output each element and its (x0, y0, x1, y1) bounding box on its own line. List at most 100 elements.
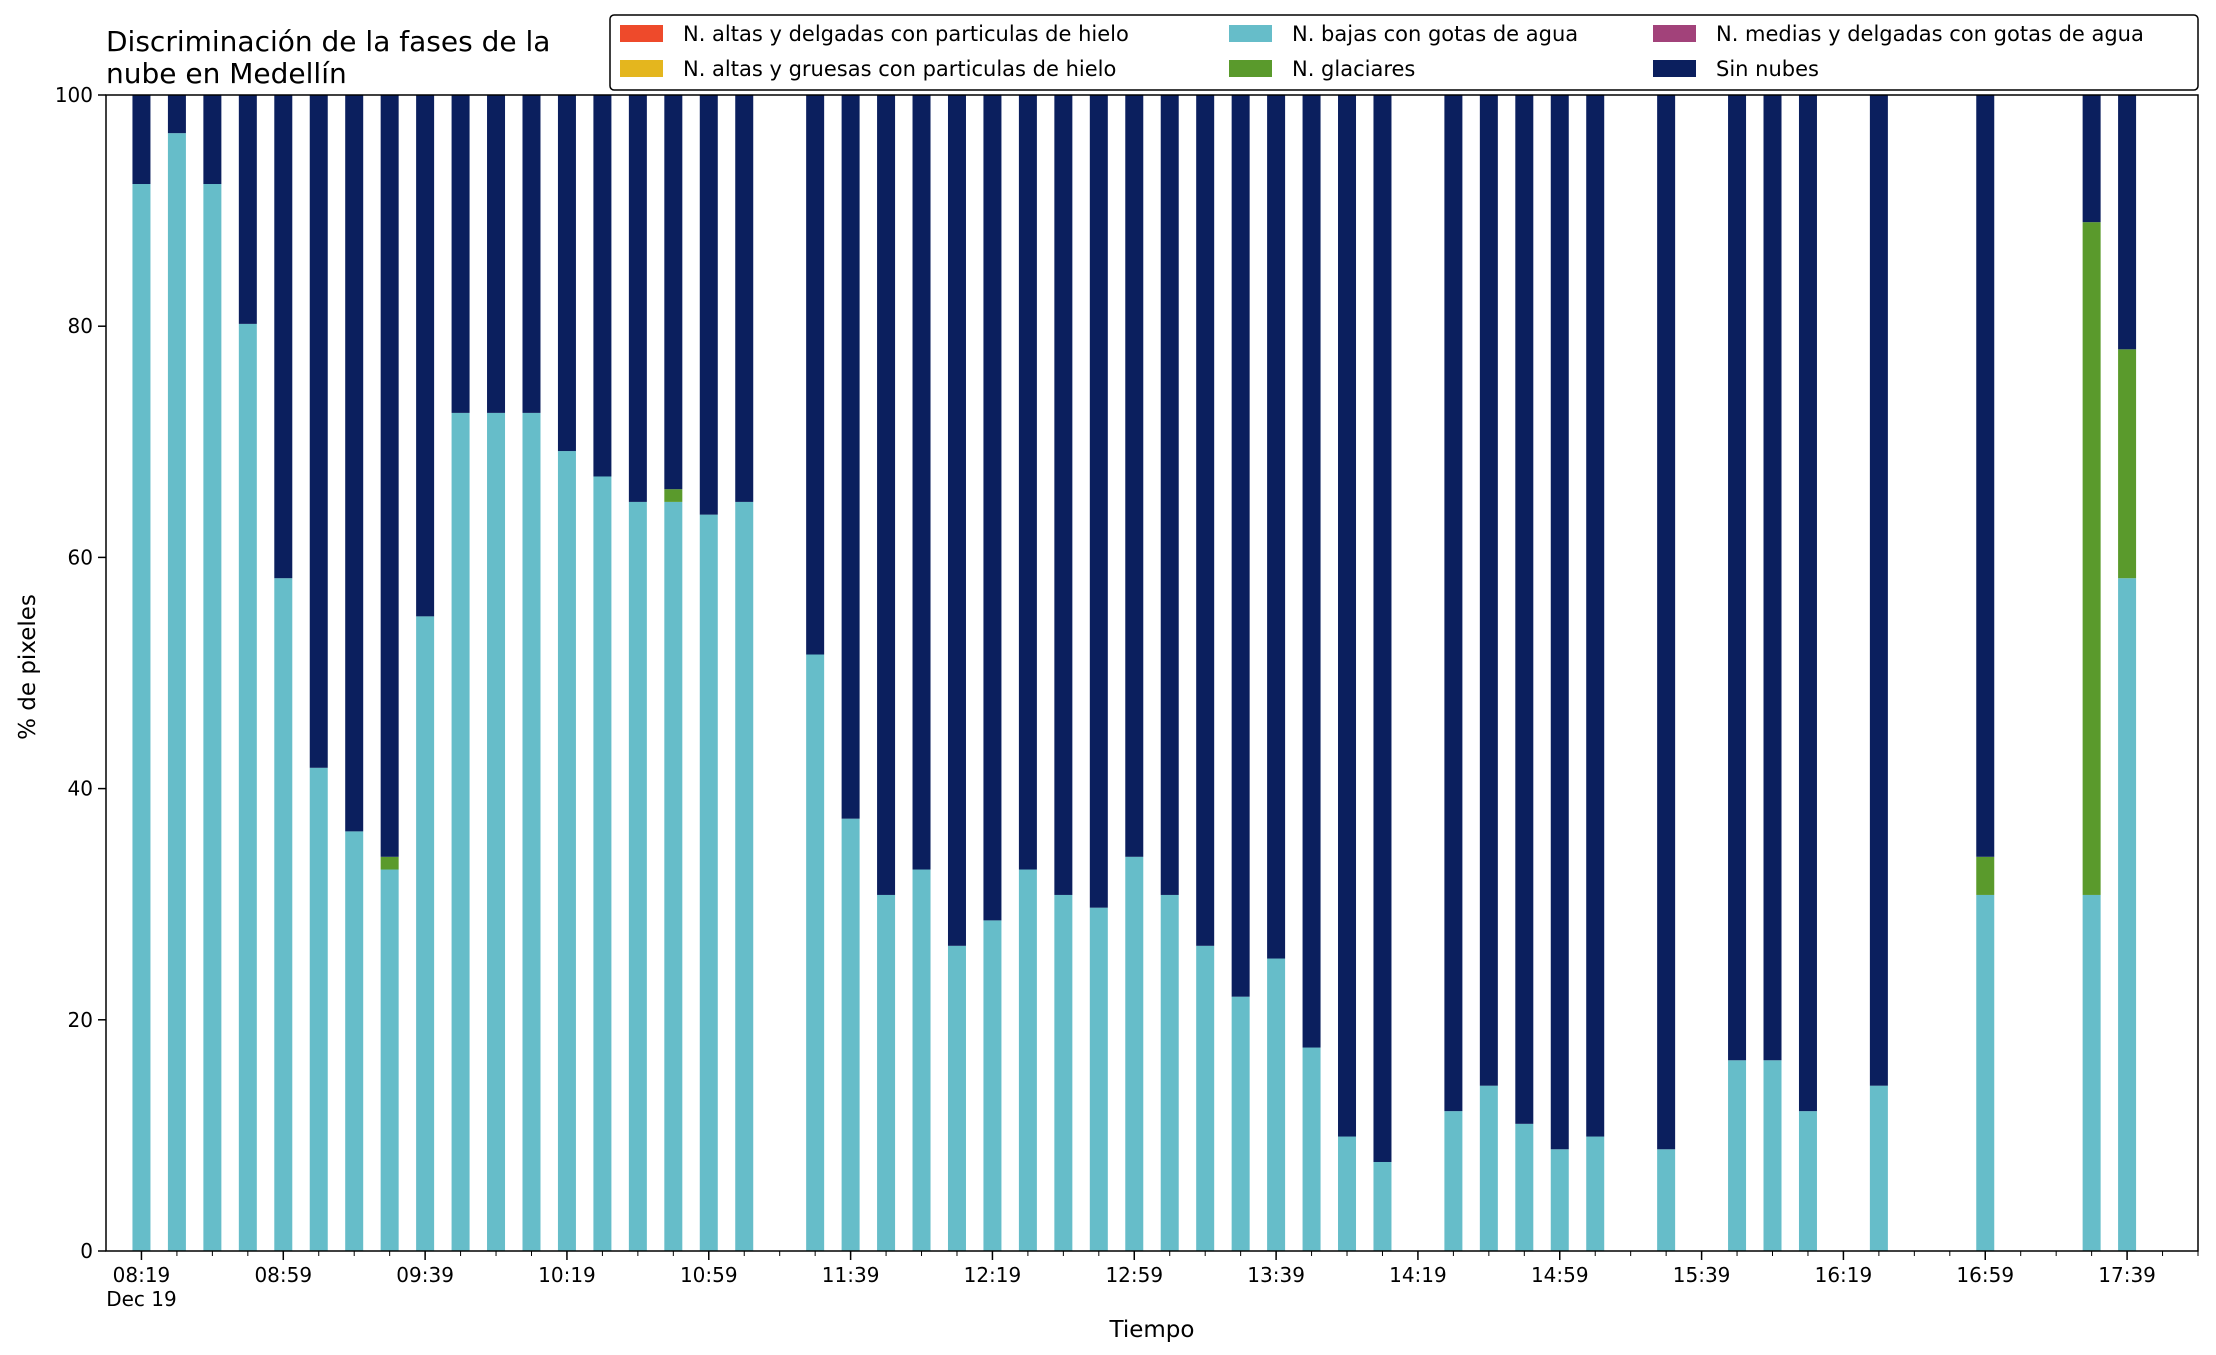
bar-segment-sin-nubes (132, 95, 151, 185)
bar-segment-sin-nubes (1869, 95, 1888, 1086)
bar-segment-agua (735, 501, 754, 1251)
bar-segment-agua (522, 412, 541, 1251)
chart-title-line-1: Discriminación de la fases de la (106, 25, 550, 58)
legend-swatch (1653, 60, 1696, 77)
bar-segment-sin-nubes (1373, 95, 1392, 1162)
bar-segment-sin-nubes (1479, 95, 1498, 1086)
legend-swatch (620, 25, 663, 42)
bar-segment-sin-nubes (699, 95, 718, 515)
x-tick-label: 16:19 (1815, 1263, 1873, 1287)
bar-segment-agua (1515, 1123, 1534, 1251)
bar-segment-agua (557, 451, 576, 1252)
bar-segment-sin-nubes (1728, 95, 1747, 1061)
y-tick-label: 0 (80, 1239, 93, 1263)
bar-segment-glaciares (2118, 349, 2137, 579)
bar-segment-agua (487, 412, 506, 1251)
bar-segment-agua (309, 767, 328, 1251)
legend-swatch (1229, 60, 1272, 77)
legend-label: N. medias y delgadas con gotas de agua (1716, 22, 2144, 46)
bar-segment-sin-nubes (1089, 95, 1108, 908)
legend-swatch (1653, 25, 1696, 42)
bar-segment-agua (841, 818, 860, 1251)
bar-segment-glaciares (664, 489, 683, 502)
bar-segment-sin-nubes (841, 95, 860, 819)
bar-segment-agua (1869, 1085, 1888, 1251)
bar-segment-sin-nubes (309, 95, 328, 768)
bars-layer (132, 95, 2137, 1252)
bar-segment-sin-nubes (2082, 95, 2101, 223)
bar-segment-sin-nubes (983, 95, 1002, 921)
bar-segment-agua (664, 501, 683, 1251)
bar-segment-sin-nubes (1550, 95, 1569, 1150)
y-tick-label: 20 (68, 1008, 93, 1032)
bar-segment-agua (451, 412, 470, 1251)
bar-segment-agua (380, 869, 399, 1251)
legend-swatch (1229, 25, 1272, 42)
bar-segment-agua (1125, 856, 1144, 1251)
x-tick-label: 16:59 (1956, 1263, 2014, 1287)
bar-segment-agua (274, 578, 293, 1251)
bar-segment-agua (1231, 996, 1250, 1251)
bar-segment-sin-nubes (1125, 95, 1144, 857)
bar-segment-sin-nubes (557, 95, 576, 452)
bar-segment-agua (1018, 869, 1037, 1251)
bar-segment-agua (593, 476, 612, 1252)
x-tick-label: 08:59 (254, 1263, 312, 1287)
bar-segment-agua (947, 945, 966, 1251)
bar-segment-agua (699, 514, 718, 1251)
bar-segment-sin-nubes (877, 95, 896, 895)
bar-segment-sin-nubes (1444, 95, 1463, 1112)
legend-label: N. altas y gruesas con particulas de hie… (683, 57, 1116, 81)
x-tick-label: 15:39 (1673, 1263, 1731, 1287)
bar-segment-sin-nubes (947, 95, 966, 946)
bar-segment-agua (1976, 894, 1995, 1251)
x-tick-label: 10:19 (538, 1263, 596, 1287)
bar-segment-sin-nubes (1657, 95, 1676, 1150)
bar-segment-sin-nubes (1798, 95, 1817, 1112)
bar-segment-sin-nubes (1160, 95, 1179, 895)
y-tick-label: 60 (68, 545, 93, 569)
bar-segment-sin-nubes (416, 95, 435, 617)
bar-segment-sin-nubes (451, 95, 470, 413)
y-tick-label: 80 (68, 314, 93, 338)
bar-segment-sin-nubes (203, 95, 222, 185)
bar-segment-agua (2118, 578, 2137, 1251)
bar-segment-sin-nubes (1231, 95, 1250, 997)
bar-segment-sin-nubes (2118, 95, 2137, 350)
x-axis-label: Tiempo (1109, 1317, 1195, 1343)
bar-segment-agua (912, 869, 931, 1251)
bar-segment-sin-nubes (1267, 95, 1286, 959)
bar-segment-sin-nubes (1976, 95, 1995, 857)
bar-segment-sin-nubes (380, 95, 399, 857)
x-tick-label: 09:39 (396, 1263, 454, 1287)
bar-segment-agua (628, 501, 647, 1251)
bar-segment-sin-nubes (1196, 95, 1215, 946)
bar-segment-glaciares (380, 856, 399, 870)
bar-segment-sin-nubes (664, 95, 683, 490)
bar-segment-sin-nubes (1586, 95, 1605, 1137)
bar-segment-agua (1196, 945, 1215, 1251)
bar-segment-sin-nubes (522, 95, 541, 413)
bar-segment-glaciares (1976, 856, 1995, 895)
bar-segment-agua (1054, 894, 1073, 1251)
bar-segment-agua (132, 184, 151, 1252)
bar-segment-agua (1160, 894, 1179, 1251)
bar-segment-agua (345, 831, 364, 1251)
bar-segment-agua (167, 133, 186, 1252)
y-tick-label: 40 (68, 777, 93, 801)
x-tick-label: 12:59 (1105, 1263, 1163, 1287)
bar-segment-sin-nubes (1302, 95, 1321, 1048)
plot-frame (105, 94, 2199, 1252)
bar-segment-agua (1586, 1136, 1605, 1251)
bar-segment-agua (203, 184, 222, 1252)
bar-segment-agua (1657, 1149, 1676, 1251)
legend: N. altas y delgadas con particulas de hi… (609, 14, 2199, 91)
x-tick-label: 17:39 (2098, 1263, 2156, 1287)
legend-label: N. glaciares (1292, 57, 1415, 81)
bar-segment-agua (1444, 1111, 1463, 1251)
y-tick-label: 100 (55, 83, 93, 107)
x-tick-label: 08:19 (113, 1263, 171, 1287)
bar-segment-agua (1302, 1047, 1321, 1251)
bar-segment-sin-nubes (1338, 95, 1357, 1137)
